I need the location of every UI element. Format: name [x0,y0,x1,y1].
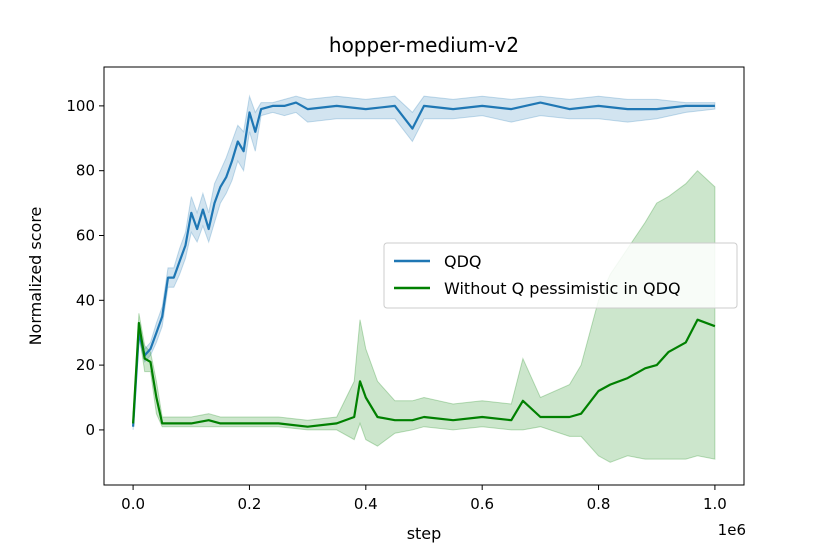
series-0-line [132,101,715,427]
y-tick-label: 0 [85,421,95,439]
chart-title: hopper-medium-v2 [329,33,519,57]
x-tick-label: 0.8 [587,495,611,513]
uncertainty-bands [132,94,716,463]
legend: QDQ Without Q pessimistic in QDQ [383,242,738,309]
x-tick-label: 0.0 [121,495,145,513]
plot-frame [103,66,745,486]
x-tick-label: 1.0 [703,495,727,513]
y-tick-label: 20 [76,356,95,374]
legend-label-without-q: Without Q pessimistic in QDQ [444,279,681,298]
y-tick-label: 40 [76,291,95,309]
legend-box [383,242,738,309]
y-tick-label: 100 [66,97,95,115]
series-1-band [132,169,716,463]
x-axis-offset-text: 1e6 [718,521,746,539]
x-tick-label: 0.4 [354,495,378,513]
y-tick-label: 60 [76,226,95,244]
x-axis-label: step [407,524,442,543]
y-axis-ticks: 0 20 40 60 80 100 [66,97,104,439]
legend-label-qdq: QDQ [444,252,482,271]
y-tick-label: 80 [76,162,95,180]
x-tick-label: 0.6 [470,495,494,513]
series-0-band [132,94,716,430]
x-tick-label: 0.2 [238,495,262,513]
y-axis-label: Normalized score [26,207,45,346]
series-lines [132,101,716,428]
x-axis-ticks: 0.0 0.2 0.4 0.6 0.8 1.0 [121,485,727,513]
series-1-line [132,318,716,428]
